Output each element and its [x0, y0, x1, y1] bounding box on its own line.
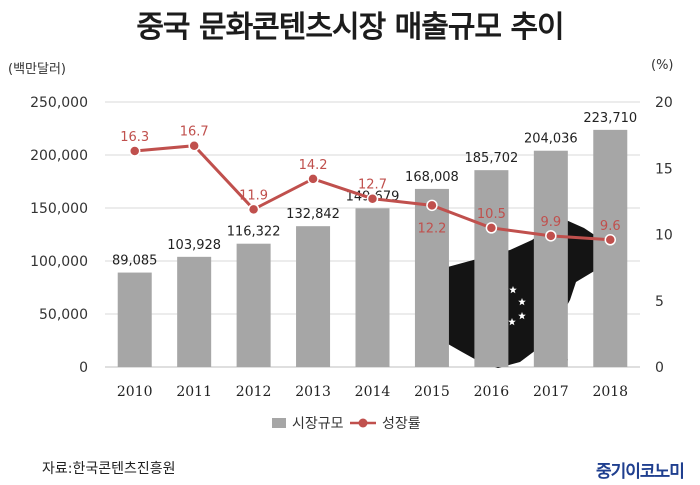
left-axis-tick-label: 100,000	[30, 254, 88, 270]
x-axis-ticks: 2010 2011 2012 2013 2014 2015 2016 2017 2018	[117, 384, 628, 400]
x-axis-tick-label: 2012	[236, 384, 272, 400]
line-point	[604, 234, 617, 246]
legend-line-marker	[358, 418, 368, 428]
bar	[414, 188, 449, 367]
bar	[474, 170, 509, 367]
bar-value-label: 168,008	[405, 170, 459, 185]
right-axis-ticks: 0 5 10 15 20	[655, 95, 673, 376]
line-point	[366, 192, 379, 205]
right-axis-tick-label: 0	[655, 360, 664, 376]
line-value-label: 11.9	[239, 188, 268, 203]
left-axis-tick-label: 50,000	[39, 307, 88, 323]
line-value-label: 9.6	[600, 219, 621, 234]
legend: 시장규모 성장률	[272, 416, 421, 432]
chart-title: 중국 문화콘텐츠시장 매출규모 추이	[136, 10, 564, 45]
left-axis-tick-label: 250,000	[30, 95, 88, 111]
line-value-label: 16.7	[180, 125, 209, 140]
bar-series	[117, 129, 628, 367]
legend-bar-swatch	[272, 418, 286, 428]
bar-value-label: 89,085	[112, 254, 158, 269]
bar-value-label: 103,928	[167, 238, 221, 253]
left-axis-tick-label: 0	[79, 360, 88, 376]
bar-value-label: 223,710	[583, 111, 637, 126]
line-series	[128, 139, 617, 246]
line-value-label: 10.5	[477, 207, 506, 222]
right-axis-tick-label: 5	[655, 294, 664, 310]
left-axis-tick-label: 150,000	[30, 201, 88, 217]
bar	[593, 129, 628, 367]
map-star-small	[518, 312, 526, 320]
line-point	[128, 145, 141, 157]
x-axis-tick-label: 2013	[295, 384, 331, 400]
map-star-small	[509, 286, 517, 294]
bar	[236, 243, 271, 367]
right-axis-tick-label: 10	[655, 228, 673, 244]
source-note: 자료:한국콘텐츠진흥원	[42, 461, 176, 477]
line-point	[426, 199, 438, 212]
bar	[177, 256, 212, 367]
line-point	[545, 230, 557, 242]
x-axis-tick-label: 2011	[176, 384, 212, 400]
bar	[533, 150, 568, 367]
map-star-small	[518, 298, 526, 306]
bar-value-label: 204,036	[524, 132, 578, 147]
right-axis-unit: (%)	[651, 58, 674, 73]
left-axis-unit: (백만달러)	[8, 62, 66, 77]
right-axis-tick-label: 20	[655, 95, 673, 111]
right-axis-tick-label: 15	[655, 161, 673, 177]
publisher-logo: 중기이코노미	[596, 462, 685, 482]
line-value-labels: 16.3 16.7 11.9 14.2 12.7 12.2 10.5 9.9 9.6	[120, 125, 620, 237]
legend-line-label: 성장률	[382, 416, 421, 432]
line-value-label: 12.2	[417, 221, 446, 236]
bar	[355, 208, 390, 367]
x-axis-tick-label: 2018	[592, 384, 628, 400]
line-point	[485, 222, 498, 234]
bar-value-label: 132,842	[286, 207, 340, 222]
left-axis-ticks: 0 50,000 100,000 150,000 200,000 250,000	[30, 95, 88, 376]
x-axis-tick-label: 2015	[414, 384, 450, 400]
x-axis-tick-label: 2016	[474, 384, 510, 400]
line-value-label: 16.3	[120, 130, 149, 145]
line-point	[307, 173, 319, 185]
bar-value-label: 185,702	[465, 151, 519, 166]
x-axis-tick-label: 2014	[355, 384, 391, 400]
x-axis-tick-label: 2017	[533, 384, 569, 400]
bar-value-label: 116,322	[227, 225, 281, 240]
line-value-label: 9.9	[540, 215, 561, 230]
line-value-label: 14.2	[299, 158, 328, 173]
line-value-label: 12.7	[358, 178, 387, 193]
left-axis-tick-label: 200,000	[30, 148, 88, 164]
map-star-small	[508, 318, 516, 326]
legend-bar-label: 시장규모	[292, 416, 344, 432]
bar	[296, 226, 331, 367]
bar	[117, 272, 152, 367]
line-point	[188, 139, 200, 152]
x-axis-tick-label: 2010	[117, 384, 153, 400]
line-point	[247, 203, 260, 216]
